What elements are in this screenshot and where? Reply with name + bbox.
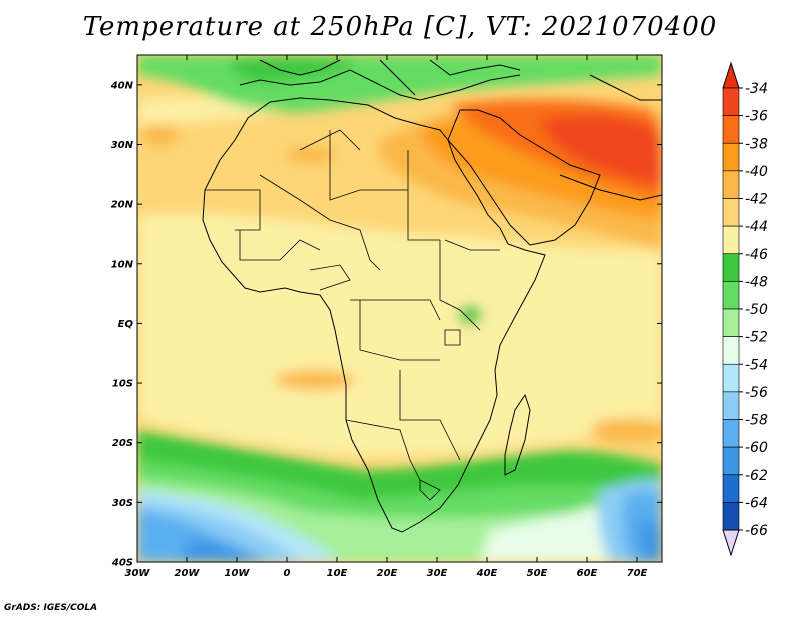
lat-tick-label: 20N <box>111 200 134 211</box>
colorbar-label: -38 <box>745 136 768 152</box>
lat-tick-label: 40S <box>111 558 133 569</box>
lat-tick-label: 10N <box>111 259 134 270</box>
lon-tick-label: 10E <box>327 568 348 579</box>
colorbar-segment <box>722 142 740 172</box>
lat-tick-label: 30N <box>111 140 134 151</box>
colorbar-segment <box>722 115 740 144</box>
country-borders <box>205 129 500 501</box>
lon-tick-label: 20E <box>377 568 398 579</box>
lat-tick-label: 20S <box>112 438 133 449</box>
lon-tick-label: 10W <box>225 568 251 579</box>
lon-tick-label: 0 <box>284 568 291 579</box>
colorbar-label: -40 <box>745 164 768 180</box>
colorbar-label: -42 <box>745 192 768 208</box>
colorbar: -34 -36 -38 -40 -42 -44 -46 -48 -50 -52 -54 -56 -58 -… <box>722 61 768 557</box>
colorbar-segment <box>722 446 740 476</box>
colorbar-label: -56 <box>745 385 768 401</box>
colorbar-label: -64 <box>745 495 768 511</box>
colorbar-segment <box>722 170 740 199</box>
lon-tick-label: 30E <box>427 568 448 579</box>
lon-tick-label: 30W <box>125 568 151 579</box>
colorbar-segment <box>722 253 740 282</box>
temperature-field <box>137 55 662 562</box>
colorbar-segment <box>722 87 740 116</box>
colorbar-label: -50 <box>745 302 768 318</box>
credit-text: GrADS: IGES/COLA <box>4 603 98 613</box>
lon-tick-label: 40E <box>476 568 498 579</box>
colorbar-label: -54 <box>745 357 768 373</box>
colorbar-segment <box>722 198 740 227</box>
latitude-axis: 40N 30N 20N 10N EQ 10S 20S 30S 40S <box>110 80 662 569</box>
colorbar-label: -48 <box>745 274 768 290</box>
colorbar-segment <box>722 474 740 503</box>
colorbar-top-arrow <box>722 61 740 89</box>
lon-tick-label: 70E <box>627 568 648 579</box>
coastlines <box>202 59 662 533</box>
colorbar-segment <box>722 391 740 420</box>
colorbar-label: -46 <box>745 247 768 263</box>
lon-tick-label: 50E <box>527 568 548 579</box>
colorbar-segment <box>722 281 740 310</box>
lat-tick-label: 10S <box>112 379 133 390</box>
longitude-axis: 30W 20W 10W 0 10E 20E 30E 40E 50E 60E 70E <box>125 55 648 579</box>
lat-tick-label: 40N <box>110 80 134 91</box>
colorbar-bottom-arrow <box>722 529 740 557</box>
lat-tick-label: 30S <box>112 498 133 509</box>
colorbar-label: -62 <box>745 468 768 484</box>
map-frame <box>136 54 663 563</box>
lon-tick-label: 60E <box>577 568 598 579</box>
colorbar-label: -34 <box>745 81 768 97</box>
colorbar-label: -60 <box>745 440 768 456</box>
lat-tick-label: EQ <box>118 319 134 330</box>
colorbar-segment <box>722 308 740 337</box>
lon-tick-label: 20W <box>175 568 201 579</box>
colorbar-segment <box>722 419 740 448</box>
colorbar-label: -66 <box>745 523 768 539</box>
colorbar-segment <box>722 502 740 531</box>
map-title: Temperature at 250hPa [C], VT: 202107040… <box>82 12 718 42</box>
colorbar-segment <box>722 225 740 255</box>
colorbar-label: -52 <box>745 330 768 346</box>
colorbar-segment <box>722 363 740 393</box>
colorbar-label: -36 <box>745 109 768 125</box>
colorbar-label: -44 <box>745 219 768 235</box>
colorbar-label: -58 <box>745 413 768 429</box>
colorbar-segment <box>722 336 740 365</box>
